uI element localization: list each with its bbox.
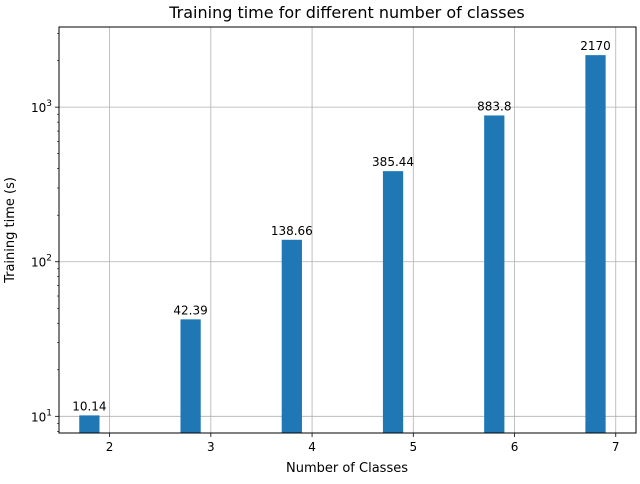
bar-value-label: 2170 xyxy=(580,39,611,53)
y-tick-label: 103 xyxy=(31,99,52,115)
grid xyxy=(59,27,636,433)
bar-value-label: 138.66 xyxy=(271,224,313,238)
y-tick-exponent: 3 xyxy=(46,99,52,109)
x-tick-label: 2 xyxy=(106,440,114,454)
y-axis-label: Training time (s) xyxy=(3,177,18,284)
y-tick-label: 102 xyxy=(31,254,52,270)
plot-frame xyxy=(58,26,637,434)
bar-value-label: 883.8 xyxy=(477,99,511,113)
x-ticks: 2 3 4 5 6 7 xyxy=(106,433,620,454)
bar xyxy=(585,55,606,433)
x-tick-label: 5 xyxy=(409,440,417,454)
bar xyxy=(382,171,404,433)
bar-value-label: 10.14 xyxy=(72,399,106,413)
bar xyxy=(79,415,100,433)
bar-value-label: 385.44 xyxy=(372,155,414,169)
bar xyxy=(281,239,302,433)
x-tick-label: 3 xyxy=(207,440,215,454)
bar xyxy=(484,115,505,433)
y-tick-base: 10 xyxy=(31,256,46,270)
bars xyxy=(79,55,606,433)
data-labels: 10.14 42.39 138.66 385.44 883.8 2170 xyxy=(72,39,611,413)
y-tick-base: 10 xyxy=(31,410,46,424)
bar xyxy=(180,319,201,433)
chart-title: Training time for different number of cl… xyxy=(168,3,525,22)
x-axis-label: Number of Classes xyxy=(286,461,408,476)
y-tick-exponent: 2 xyxy=(46,254,52,264)
y-tick-base: 10 xyxy=(31,101,46,115)
x-tick-label: 6 xyxy=(511,440,519,454)
y-tick-exponent: 1 xyxy=(46,408,52,418)
x-tick-label: 4 xyxy=(308,440,316,454)
x-tick-label: 7 xyxy=(612,440,620,454)
bar-value-label: 42.39 xyxy=(173,303,207,317)
y-tick-label: 101 xyxy=(31,408,52,424)
